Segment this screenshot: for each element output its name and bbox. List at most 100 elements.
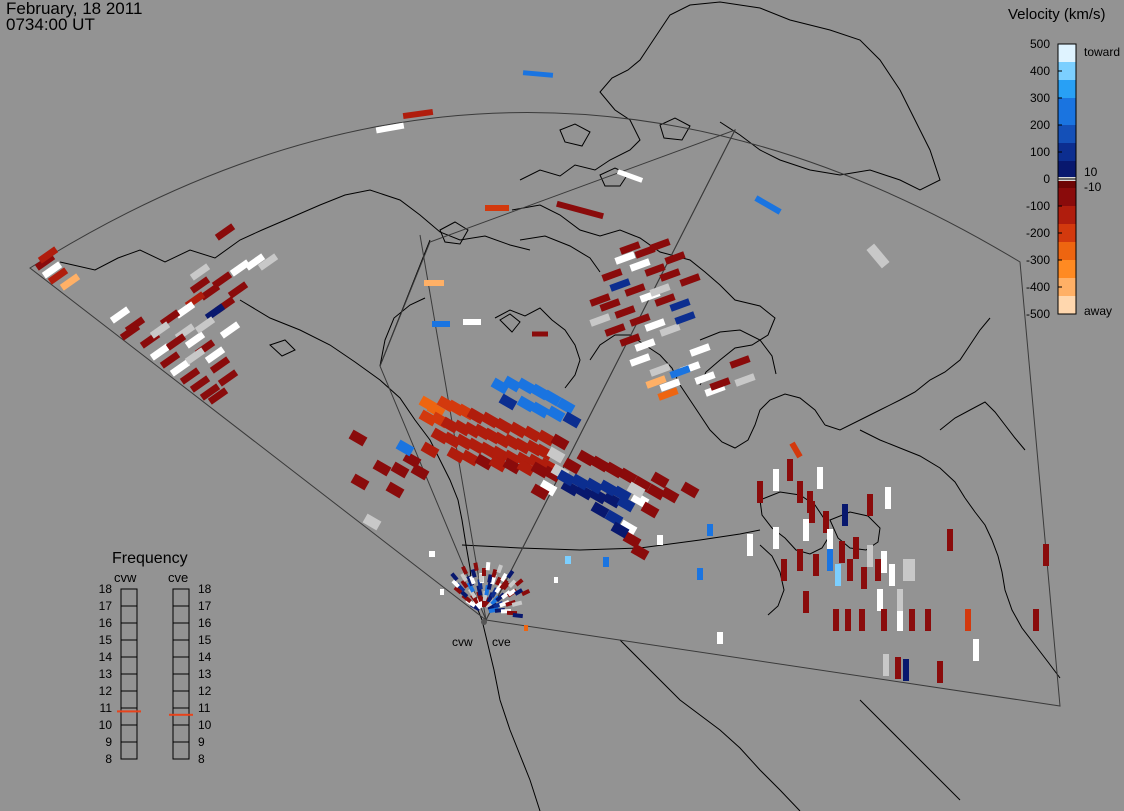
- freq-scale-label-right: 8: [198, 752, 205, 766]
- scatter-cell: [807, 491, 813, 513]
- scatter-cell: [375, 122, 405, 134]
- freq-scale-label-right: 17: [198, 599, 212, 613]
- scatter-cell: [709, 377, 731, 391]
- scatter-cell: [604, 323, 626, 337]
- freq-scale-label-left: 17: [99, 599, 113, 613]
- scatter-cell: [244, 253, 266, 271]
- scatter-cell: [797, 549, 803, 571]
- colorbar-segment: [1058, 107, 1076, 117]
- scatter-cell: [209, 356, 231, 374]
- site-label-cvw: cvw: [452, 635, 473, 649]
- scatter-cell: [659, 323, 681, 337]
- freq-scale-label-right: 15: [198, 633, 212, 647]
- scatter-cell: [429, 551, 435, 557]
- scatter-cell: [629, 258, 651, 272]
- scatter-cell: [729, 355, 751, 369]
- scatter-cell: [599, 298, 621, 312]
- scatter-cell: [646, 483, 666, 501]
- scatter-cell: [781, 559, 787, 581]
- velocity-tick-label: 300: [1030, 91, 1050, 105]
- scatter-cell: [446, 446, 466, 464]
- colorbar-segment: [1058, 71, 1076, 81]
- scatter-cell: [59, 273, 81, 291]
- velocity-tick-label: -300: [1026, 253, 1050, 267]
- scatter-cell: [522, 70, 554, 78]
- freq-scale-label-right: 13: [198, 667, 212, 681]
- scatter-cell: [512, 437, 532, 455]
- scatter-cell: [827, 529, 833, 551]
- scatter-cell: [867, 545, 873, 567]
- scatter-cell: [589, 293, 611, 307]
- colorbar-segment: [1058, 89, 1076, 99]
- colorbar-segment: [1058, 116, 1076, 126]
- scatter-cell: [227, 281, 249, 299]
- scatter-cell: [649, 238, 671, 252]
- scatter-cell: [565, 556, 571, 564]
- scatter-cell: [480, 411, 500, 429]
- scatter-cell: [494, 576, 502, 586]
- scatter-cell: [508, 579, 517, 588]
- scatter-cell: [604, 461, 624, 479]
- scatter-cell: [612, 485, 632, 503]
- freq-scale-label-right: 16: [198, 616, 212, 630]
- scatter-cell: [194, 316, 216, 334]
- scatter-cell: [1043, 544, 1049, 566]
- velocity-tick-label: 400: [1030, 64, 1050, 78]
- scatter-cell: [757, 481, 763, 503]
- colorbar-segment: [1058, 152, 1076, 162]
- scatter-cell: [584, 477, 604, 495]
- scatter-cell: [211, 271, 233, 289]
- scatter-cell: [649, 283, 671, 297]
- scatter-cell: [881, 551, 887, 573]
- scatter-cell: [616, 169, 644, 183]
- scatter-cell: [897, 589, 903, 611]
- scatter-cell: [909, 609, 915, 631]
- scatter-cell: [418, 409, 438, 427]
- radar-site-marker: [481, 619, 487, 625]
- scatter-cell: [119, 323, 141, 341]
- scatter-cell: [372, 459, 392, 477]
- freq-scale-label-left: 18: [99, 582, 113, 596]
- colorbar-segment: [1058, 197, 1076, 207]
- scatter-cell: [505, 599, 517, 607]
- velocity-tick-label: -400: [1026, 280, 1050, 294]
- scatter-cell: [47, 267, 69, 285]
- colorbar-segment: [1058, 224, 1076, 234]
- scatter-cell: [500, 572, 508, 582]
- scatter-cell: [41, 261, 63, 279]
- scatter-cell: [659, 268, 681, 282]
- scatter-cell: [350, 473, 370, 491]
- scatter-cell: [502, 375, 522, 393]
- freq-scale-label-right: 11: [198, 701, 211, 715]
- scatter-cell: [402, 451, 422, 469]
- freq-radar-cvw-label: cvw: [114, 570, 137, 585]
- scatter-cell: [562, 411, 582, 429]
- freq-radar-cve-label: cve: [168, 570, 189, 585]
- scatter-cell: [522, 425, 542, 443]
- scatter-cell: [546, 405, 566, 423]
- scatter-cell: [813, 554, 819, 576]
- scatter-cell: [679, 273, 701, 287]
- scatter-cell: [877, 589, 883, 611]
- scatter-cell: [881, 609, 887, 631]
- scatter-cell: [650, 471, 670, 489]
- scatter-cell: [189, 276, 211, 294]
- scatter-cell: [640, 501, 660, 519]
- scatter-cell: [694, 371, 716, 385]
- colorbar-segment: [1058, 161, 1076, 171]
- scatter-cell: [453, 586, 463, 595]
- scatter-cell: [499, 600, 510, 608]
- scatter-cell: [947, 529, 953, 551]
- scatter-cell: [823, 511, 829, 533]
- scatter-cell: [680, 481, 700, 499]
- colorbar-segment: [1058, 125, 1076, 135]
- scatter-cell: [496, 564, 503, 574]
- scatter-cell: [461, 565, 469, 575]
- freq-marker-cve: [169, 713, 193, 716]
- scatter-cell: [498, 393, 518, 411]
- scatter-cell: [669, 298, 691, 312]
- scatter-cell: [469, 575, 476, 585]
- colorbar-segment: [1058, 179, 1076, 189]
- scatter-cell: [556, 397, 576, 415]
